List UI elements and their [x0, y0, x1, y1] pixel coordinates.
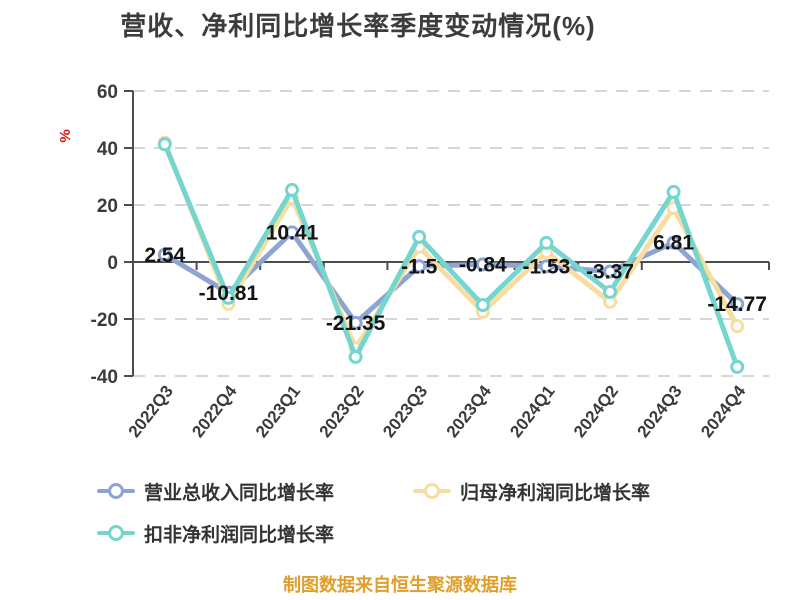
x-tick-label-2023Q2: 2023Q2: [316, 382, 368, 441]
legend-item-1[interactable]: 归母净利润同比增长率: [413, 478, 650, 504]
legend-label: 营业总收入同比增长率: [144, 482, 335, 504]
legend-label: 归母净利润同比增长率: [460, 482, 651, 504]
legend-marker-icon: [97, 520, 135, 546]
x-tick-label-2024Q1: 2024Q1: [506, 382, 558, 441]
y-tick-label--40: -40: [91, 367, 118, 388]
x-tick-label-2023Q4: 2023Q4: [443, 381, 496, 441]
data-point-2-2024Q4[interactable]: [730, 359, 745, 374]
data-label-2022Q3: 2.54: [144, 244, 185, 267]
data-label-2023Q3: -1.5: [401, 255, 438, 278]
data-source-note: 制图数据来自恒生聚源数据库: [283, 575, 517, 595]
data-label-2023Q4: -0.84: [459, 253, 507, 276]
series-line-2: [162, 141, 740, 370]
data-point-2-2023Q4[interactable]: [475, 298, 490, 313]
legend-marker-icon: [97, 478, 135, 504]
y-tick-label-60: 60: [97, 82, 118, 103]
legend-label: 扣非净利润同比增长率: [144, 524, 335, 546]
data-label-2023Q2: -21.35: [326, 312, 386, 335]
legend-item-2[interactable]: 扣非净利润同比增长率: [97, 520, 334, 546]
data-point-0-2024Q4[interactable]: [730, 297, 745, 312]
chart-title: 营收、净利同比增长率季度变动情况(%): [120, 11, 596, 41]
data-point-0-2024Q3[interactable]: [666, 235, 681, 250]
data-point-2-2024Q1[interactable]: [539, 235, 554, 250]
data-point-2-2023Q2[interactable]: [348, 349, 363, 364]
data-label-2023Q1: 10.41: [266, 221, 319, 244]
data-point-2-2024Q3[interactable]: [666, 184, 681, 199]
data-label-2024Q3: 6.81: [653, 232, 694, 255]
data-point-0-2024Q2[interactable]: [603, 264, 617, 279]
data-point-2-2023Q1[interactable]: [285, 182, 299, 197]
data-label-2024Q1: -1.53: [522, 255, 570, 278]
x-tick-label-2024Q2: 2024Q2: [570, 382, 622, 441]
y-tick-label-20: 20: [97, 196, 118, 217]
x-tick-label-2022Q4: 2022Q4: [188, 381, 241, 441]
legend: 营业总收入同比增长率 归母净利润同比增长率扣非净利润同比增长率: [97, 478, 717, 546]
data-point-2-2022Q4[interactable]: [221, 290, 236, 305]
legend-marker-icon: [413, 478, 451, 504]
data-point-0-2023Q2[interactable]: [348, 315, 363, 330]
data-point-0-2023Q3[interactable]: [412, 259, 427, 274]
data-point-0-2023Q4[interactable]: [475, 257, 490, 272]
data-point-1-2024Q4[interactable]: [730, 319, 745, 334]
data-label-2022Q4: -10.81: [199, 282, 259, 305]
data-point-0-2023Q1[interactable]: [285, 225, 299, 240]
legend-item-0[interactable]: 营业总收入同比增长率: [97, 478, 389, 504]
y-tick-label-0: 0: [107, 253, 118, 274]
data-point-0-2024Q1[interactable]: [539, 259, 554, 274]
data-point-2-2024Q2[interactable]: [603, 284, 617, 299]
y-tick-label-40: 40: [97, 139, 118, 160]
data-point-0-2022Q3[interactable]: [157, 247, 172, 262]
y-tick-label--20: -20: [91, 310, 118, 331]
data-point-2-2023Q3[interactable]: [412, 229, 427, 244]
x-tick-label-2023Q1: 2023Q1: [252, 382, 304, 441]
x-tick-label-2023Q3: 2023Q3: [379, 382, 431, 441]
y-axis-unit-label: %: [57, 129, 74, 142]
x-tick-label-2022Q3: 2022Q3: [125, 382, 177, 441]
x-tick-label-2024Q4: 2024Q4: [697, 381, 750, 441]
x-tick-label-2024Q3: 2024Q3: [634, 382, 686, 441]
data-label-2024Q4: -14.77: [707, 293, 767, 316]
data-label-2024Q2: -3.37: [586, 261, 634, 284]
series-line-1: [162, 140, 740, 351]
data-point-2-2022Q3[interactable]: [157, 137, 172, 152]
